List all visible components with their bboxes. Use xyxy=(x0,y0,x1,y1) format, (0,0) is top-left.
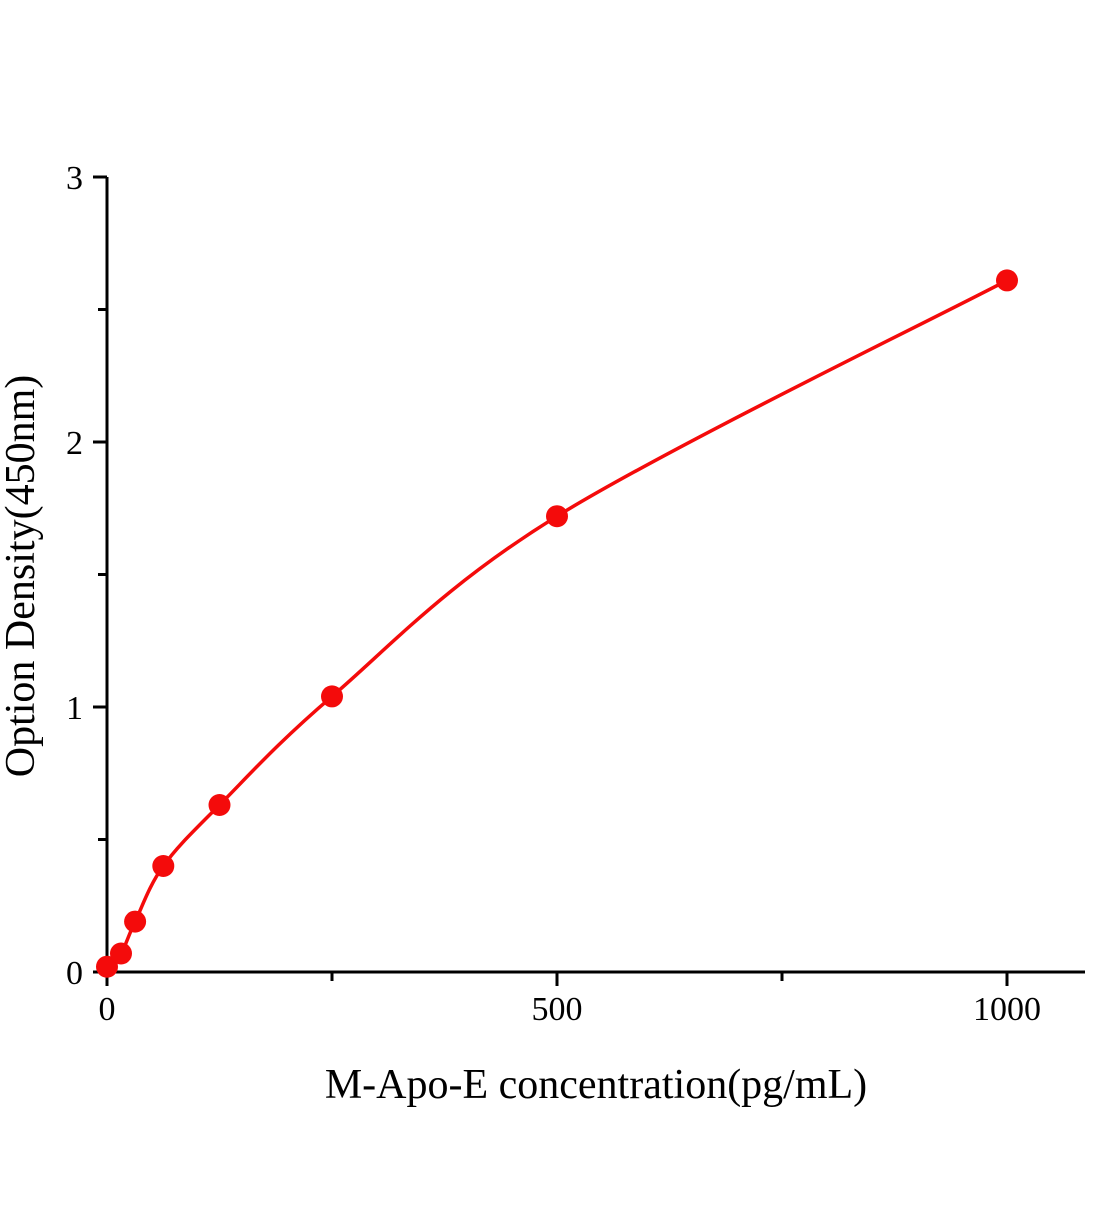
x-tick-label: 500 xyxy=(532,991,583,1028)
data-point-marker xyxy=(96,955,118,978)
data-series xyxy=(96,269,1018,978)
data-point-marker xyxy=(110,942,132,965)
data-point-marker xyxy=(321,685,343,708)
axis-tick-labels: 0 500 1000 0 1 2 3 xyxy=(66,160,1041,1028)
data-point-marker xyxy=(996,269,1018,292)
y-tick-label: 0 xyxy=(66,955,83,992)
axes xyxy=(105,177,1085,974)
y-tick-label: 2 xyxy=(66,425,83,462)
data-point-marker xyxy=(152,855,175,877)
x-axis-title: M-Apo-E concentration(pg/mL) xyxy=(325,1062,867,1108)
data-point-marker xyxy=(208,794,231,816)
y-tick-label: 3 xyxy=(66,160,83,197)
x-tick-label: 0 xyxy=(99,991,116,1028)
y-tick-label: 1 xyxy=(66,690,83,727)
data-point-marker xyxy=(124,910,147,933)
y-axis-title: Option Density(450nm) xyxy=(0,375,44,777)
x-tick-label: 1000 xyxy=(973,991,1041,1028)
data-point-marker xyxy=(546,505,568,528)
fitted-curve xyxy=(105,278,1009,969)
axis-ticks xyxy=(93,175,1009,986)
